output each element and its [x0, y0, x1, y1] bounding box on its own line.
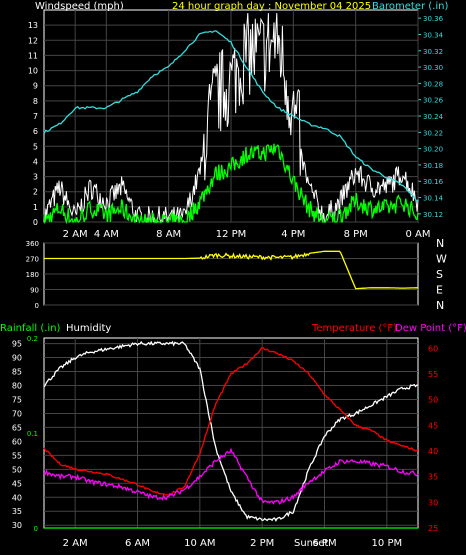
humidity-tick-label: 35 — [12, 507, 22, 516]
baro-tick-label: 30.22 — [423, 129, 443, 137]
humidity-tick-label: 90 — [12, 354, 22, 363]
wind-tick-label: 10 — [28, 67, 38, 76]
wind-x-tick-label: 12 PM — [216, 229, 247, 240]
wind-tick-label: 13 — [28, 21, 38, 30]
rain-tick-label: 0 — [34, 525, 38, 533]
wind-tick-label: 6 — [33, 127, 38, 136]
baro-tick-label: 30.32 — [423, 48, 443, 56]
wind-tick-label: 12 — [28, 36, 38, 45]
humidity-tick-label: 30 — [12, 521, 22, 530]
humidity-tick-label: 45 — [12, 479, 22, 488]
humidity-tick-label: 55 — [12, 451, 22, 460]
wind-average-line — [43, 143, 419, 225]
baro-tick-label: 30.30 — [423, 64, 443, 72]
baro-tick-label: 30.26 — [423, 97, 444, 105]
wind-tick-label: 0 — [33, 218, 38, 227]
windspeed-label: Windspeed (mph) — [35, 1, 124, 12]
temp-tick-label: 55 — [428, 370, 438, 379]
dir-tick-label: 270 — [26, 256, 39, 264]
direction-letter: W — [436, 253, 447, 266]
tick-labels: 01234567891011121330.1230.1430.1630.1830… — [12, 15, 444, 549]
temp-tick-label: 30 — [428, 498, 438, 507]
baro-tick-label: 30.20 — [423, 146, 443, 154]
direction-letter: E — [436, 284, 443, 297]
chart-title: 24 hour graph day : November 04 2025 — [172, 1, 371, 12]
rain-tick-label: 0.1 — [27, 430, 38, 438]
dew-point-line — [43, 447, 419, 505]
barometer-line — [43, 30, 419, 202]
baro-tick-label: 30.14 — [423, 195, 444, 203]
direction-letter: N — [436, 299, 444, 312]
wind-tick-label: 9 — [33, 82, 38, 91]
rainfall-label: Rainfall (.in) — [0, 323, 61, 334]
barometer-label: Barometer (.in) — [372, 1, 448, 12]
baro-tick-label: 30.24 — [423, 113, 444, 121]
temp-tick-label: 60 — [428, 344, 438, 353]
wind-tick-label: 2 — [33, 188, 38, 197]
temp-x-tick-label: 6 AM — [125, 538, 150, 549]
humidity-label: Humidity — [66, 323, 111, 334]
wind-tick-label: 4 — [33, 157, 38, 166]
humidity-tick-label: 40 — [12, 493, 22, 502]
baro-tick-label: 30.34 — [423, 31, 444, 39]
windspeed-line — [43, 12, 419, 224]
temp-tick-label: 40 — [428, 447, 438, 456]
wind-tick-label: 5 — [33, 142, 38, 151]
temp-tick-label: 25 — [428, 524, 438, 533]
humidity-line — [43, 340, 418, 522]
humidity-tick-label: 85 — [12, 368, 22, 377]
wind-x-tick-label: 8 AM — [156, 229, 181, 240]
baro-tick-label: 30.18 — [423, 162, 443, 170]
direction-letter: S — [436, 268, 443, 281]
sunset-label: Sunset — [294, 538, 328, 549]
humidity-tick-label: 80 — [12, 382, 22, 391]
wind-x-tick-label: 4 PM — [281, 229, 305, 240]
temp-x-tick-label: 2 AM — [63, 538, 88, 549]
wind-tick-label: 7 — [33, 112, 38, 121]
humidity-tick-label: 70 — [12, 409, 22, 418]
humidity-tick-label: 60 — [12, 437, 22, 446]
baro-tick-label: 30.12 — [423, 211, 443, 219]
series-lines — [43, 12, 419, 529]
humidity-tick-label: 95 — [12, 340, 22, 349]
baro-tick-label: 30.28 — [423, 80, 443, 88]
temperature-line — [43, 346, 419, 497]
humidity-tick-label: 65 — [12, 423, 22, 432]
temp-x-tick-label: 10 AM — [184, 538, 215, 549]
temp-x-tick-label: 2 PM — [250, 538, 274, 549]
temp-x-tick-label: 10 PM — [372, 538, 403, 549]
temp-tick-label: 50 — [428, 396, 438, 405]
humidity-tick-label: 75 — [12, 395, 22, 404]
wind-tick-label: 3 — [33, 173, 38, 182]
dir-tick-label: 90 — [30, 287, 39, 295]
temperature-label: Temperature (°F) — [311, 323, 397, 334]
wind-x-tick-label: 8 PM — [344, 229, 368, 240]
baro-tick-label: 30.16 — [423, 178, 444, 186]
wind-x-tick-label: 4 AM — [94, 229, 119, 240]
direction-letter: N — [436, 237, 444, 250]
wind-tick-label: 11 — [28, 51, 38, 60]
wind-direction-line — [44, 250, 418, 290]
temp-x-tick-label: 6 PM — [312, 538, 336, 549]
dir-tick-label: 0 — [35, 302, 39, 310]
humidity-tick-label: 50 — [12, 465, 22, 474]
baro-tick-label: 30.36 — [423, 15, 444, 23]
dir-tick-label: 180 — [26, 271, 39, 279]
dew-point-label: Dew Point (°F) — [395, 323, 466, 334]
wind-x-tick-label: 2 AM — [63, 229, 88, 240]
dir-tick-label: 360 — [26, 240, 39, 248]
rain-tick-label: 0.2 — [27, 335, 38, 343]
wind-x-tick-label: 0 AM — [405, 229, 430, 240]
wind-tick-label: 1 — [33, 203, 38, 212]
wind-tick-label: 8 — [33, 97, 38, 106]
temp-tick-label: 35 — [428, 473, 438, 482]
temp-tick-label: 45 — [428, 421, 438, 430]
